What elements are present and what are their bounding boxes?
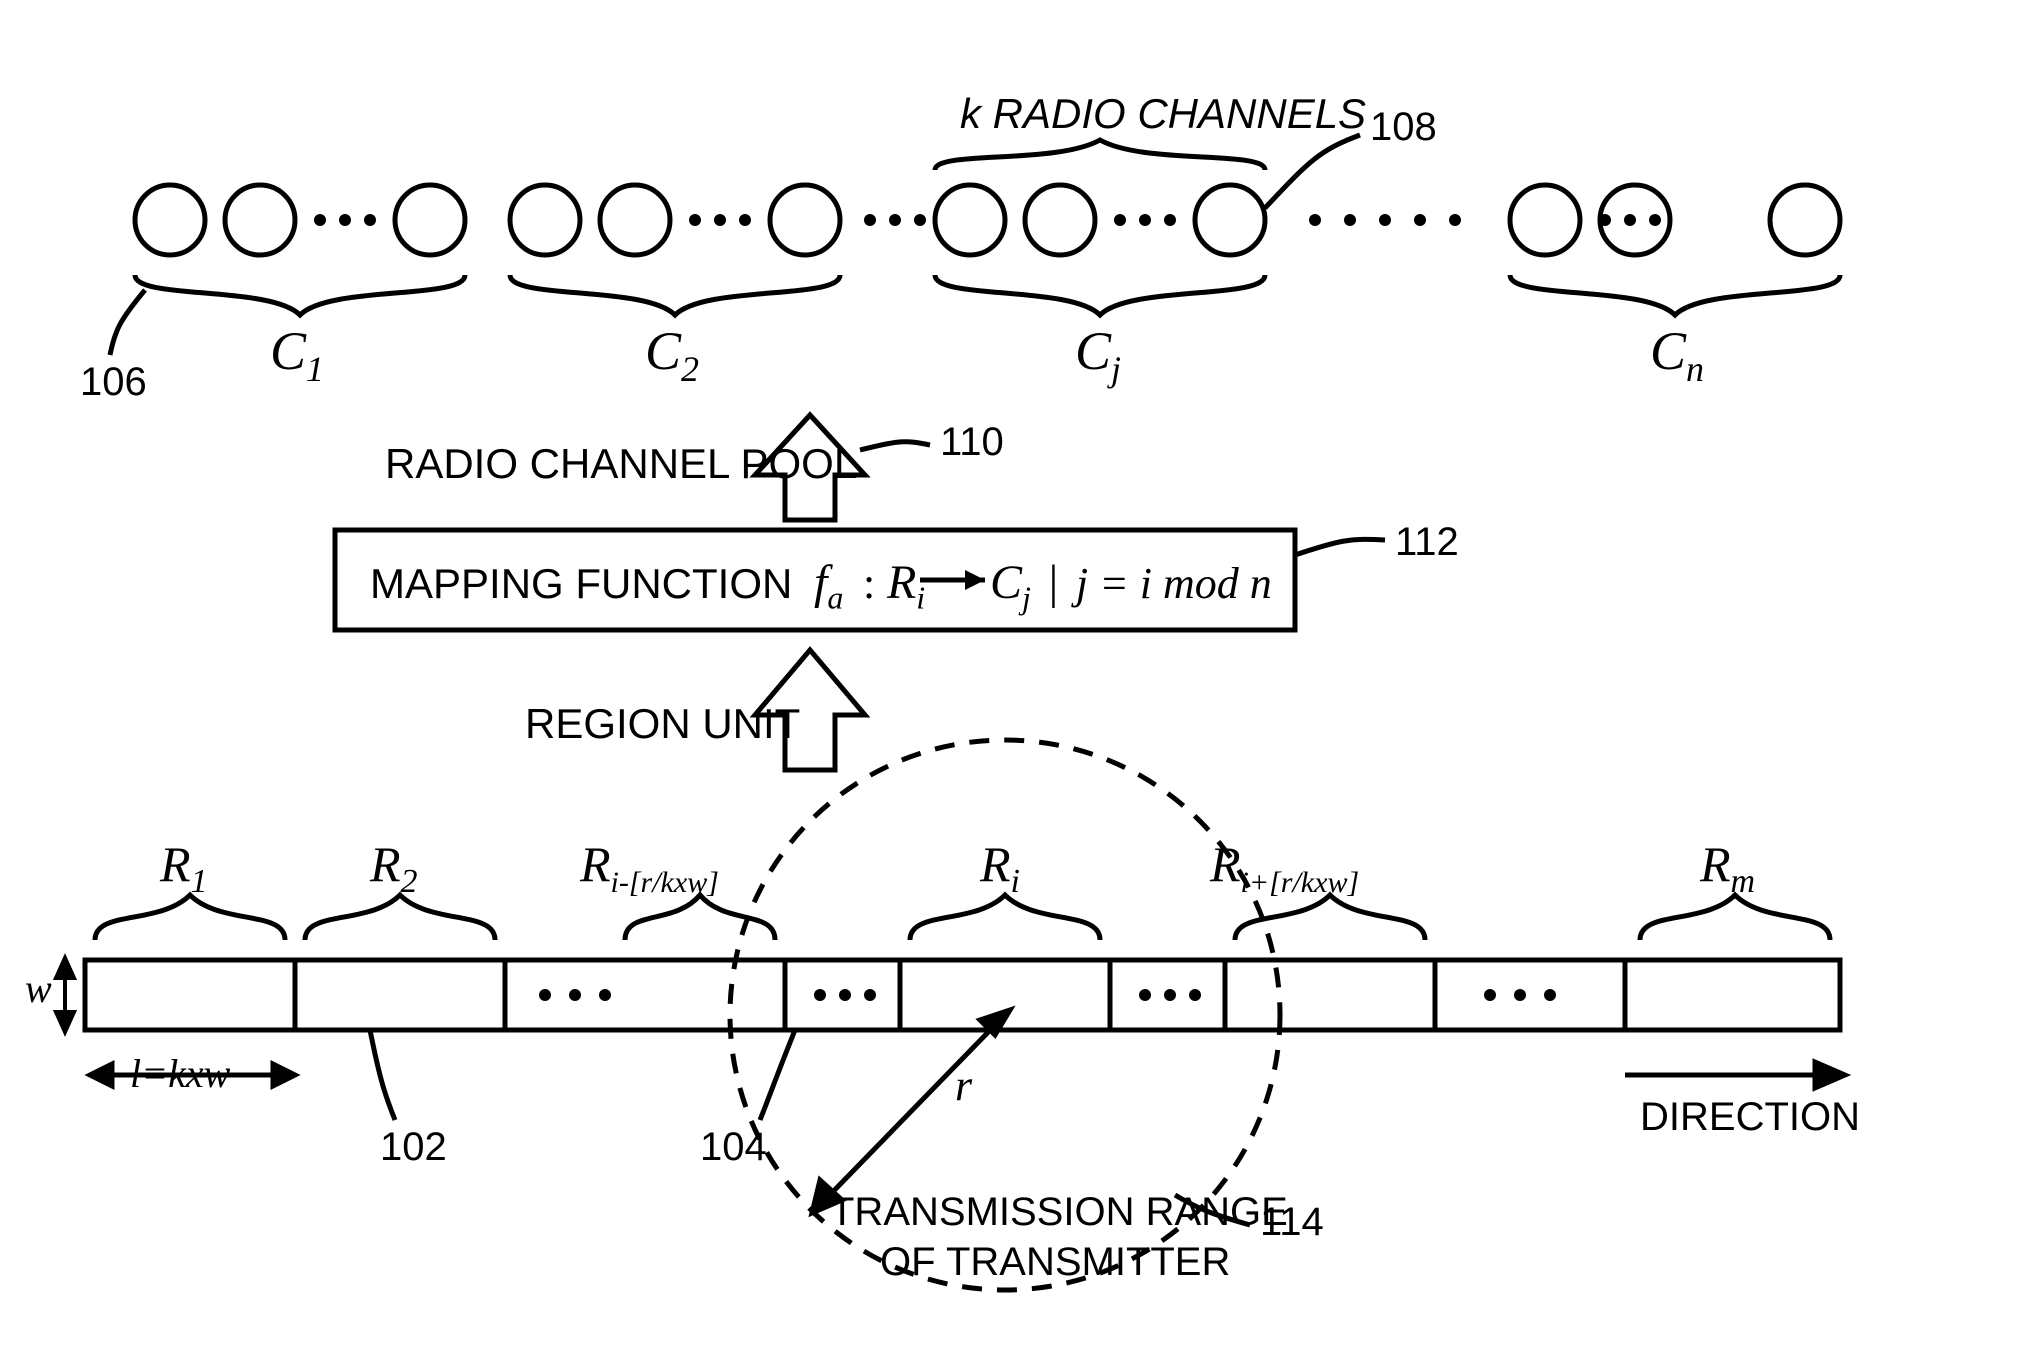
ref-104: 104 — [700, 1125, 767, 1170]
leader-106 — [110, 290, 145, 355]
direction-arrow — [1625, 1062, 1845, 1088]
l-label: l=kxw — [130, 1050, 230, 1097]
brace-cj — [935, 275, 1265, 315]
leader-104 — [760, 1030, 795, 1120]
direction-label: DIRECTION — [1640, 1095, 1860, 1140]
mapping-text-2: Cj | j = i mod n — [990, 555, 1272, 617]
region-strip — [85, 960, 1840, 1030]
r2-label: R2 — [370, 835, 418, 901]
trans-range-1: TRANSMISSION RANGE — [830, 1190, 1288, 1235]
brace-ri — [910, 895, 1100, 940]
trans-range-2: OF TRANSMITTER — [880, 1240, 1230, 1285]
brace-r2 — [305, 895, 495, 940]
brace-ri-minus — [625, 895, 775, 940]
w-arrow — [56, 958, 74, 1032]
ri-label: Ri — [980, 835, 1020, 901]
k-channels-label: k RADIO CHANNELS — [960, 90, 1366, 138]
brace-c1 — [135, 275, 465, 315]
mapping-text: MAPPING FUNCTION fa : Ri — [370, 555, 925, 617]
r1-label: R1 — [160, 835, 208, 901]
pool-label: RADIO CHANNEL POOL — [385, 440, 857, 488]
ri-plus-label: Ri+[r/kxw] — [1210, 835, 1359, 900]
ref-112: 112 — [1395, 520, 1459, 565]
brace-rm — [1640, 895, 1830, 940]
channel-groups — [135, 185, 1840, 255]
w-label: w — [25, 965, 52, 1012]
leader-102 — [370, 1030, 395, 1120]
ref-106: 106 — [80, 360, 147, 405]
inter-circle-dots — [314, 214, 1661, 226]
brace-c2 — [510, 275, 840, 315]
brace-k-channels — [935, 140, 1265, 170]
c2-label: C2 — [645, 320, 699, 390]
leader-112 — [1295, 539, 1385, 555]
cell-dots — [539, 989, 1556, 1001]
ri-minus-label: Ri-[r/kxw] — [580, 835, 719, 900]
ref-102: 102 — [380, 1125, 447, 1170]
c1-label: C1 — [270, 320, 324, 390]
r-arrow — [812, 1010, 1010, 1213]
leader-110 — [860, 442, 930, 450]
brace-cn — [1510, 275, 1840, 315]
ref-110: 110 — [940, 420, 1004, 465]
region-unit-label: REGION UNIT — [525, 700, 800, 748]
rm-label: Rm — [1700, 835, 1755, 901]
r-radius-label: r — [955, 1060, 972, 1111]
cn-label: Cn — [1650, 320, 1704, 390]
cj-label: Cj — [1075, 320, 1121, 390]
ref-108: 108 — [1370, 105, 1437, 150]
brace-r1 — [95, 895, 285, 940]
leader-108 — [1265, 135, 1360, 208]
